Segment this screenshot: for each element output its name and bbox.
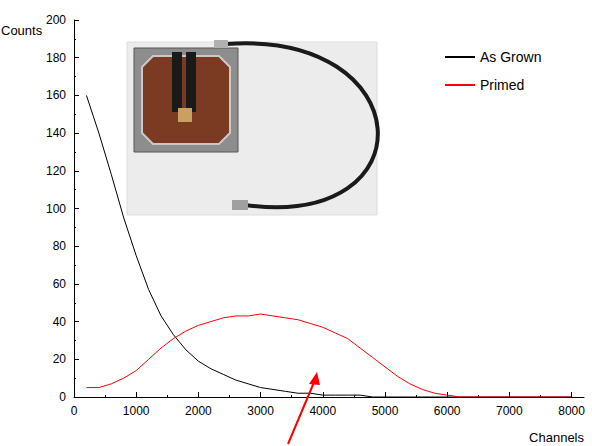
svg-text:Channels: Channels: [529, 430, 584, 445]
svg-text:0: 0: [59, 390, 66, 404]
svg-text:6000: 6000: [434, 404, 461, 418]
svg-text:60: 60: [53, 277, 67, 291]
svg-text:40: 40: [53, 315, 67, 329]
svg-text:180: 180: [46, 51, 66, 65]
svg-text:8000: 8000: [558, 404, 585, 418]
svg-text:Primed: Primed: [480, 77, 524, 93]
svg-text:Counts: Counts: [1, 23, 43, 38]
svg-text:200: 200: [46, 13, 66, 27]
svg-text:0: 0: [71, 404, 78, 418]
svg-text:120: 120: [46, 164, 66, 178]
svg-text:80: 80: [53, 239, 67, 253]
svg-text:140: 140: [46, 126, 66, 140]
svg-text:7000: 7000: [496, 404, 523, 418]
svg-text:4000: 4000: [309, 404, 336, 418]
svg-text:As Grown: As Grown: [480, 49, 541, 65]
svg-text:3000: 3000: [247, 404, 274, 418]
svg-text:5000: 5000: [372, 404, 399, 418]
svg-text:2000: 2000: [185, 404, 212, 418]
svg-text:1000: 1000: [123, 404, 150, 418]
svg-text:20: 20: [53, 352, 67, 366]
svg-text:100: 100: [46, 202, 66, 216]
svg-text:160: 160: [46, 88, 66, 102]
